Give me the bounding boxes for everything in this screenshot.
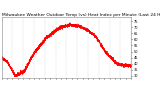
Text: Milwaukee Weather Outdoor Temp (vs) Heat Index per Minute (Last 24 Hours): Milwaukee Weather Outdoor Temp (vs) Heat… [2,13,160,17]
